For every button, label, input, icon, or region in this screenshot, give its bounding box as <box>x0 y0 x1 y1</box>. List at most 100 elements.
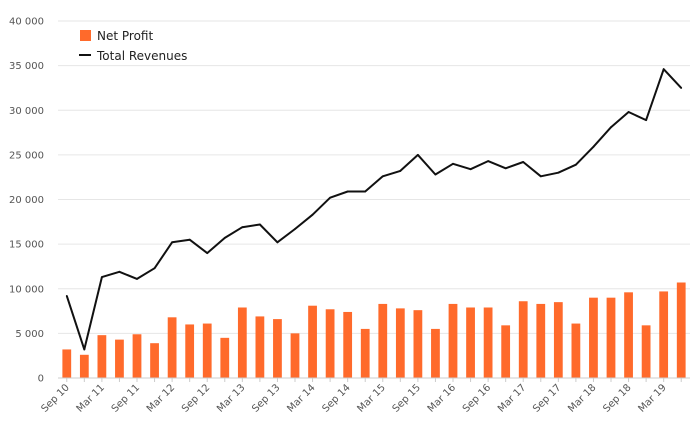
total-revenues-point <box>487 160 490 163</box>
total-revenues-point <box>364 190 367 193</box>
net-profit-bar <box>518 301 528 378</box>
total-revenues-point <box>276 241 279 244</box>
net-profit-bar <box>448 303 458 378</box>
legend-label-net-profit: Net Profit <box>97 29 153 43</box>
total-revenues-line <box>65 68 682 351</box>
x-tick-label: Mar 17 <box>496 382 528 414</box>
net-profit-bar <box>325 309 335 378</box>
total-revenues-point <box>610 126 612 129</box>
legend-label-total-revenues: Total Revenues <box>96 49 187 63</box>
net-profit-bar <box>237 307 247 378</box>
net-profit-bar <box>360 328 370 378</box>
net-profit-bar <box>571 323 581 378</box>
grid-layer <box>58 20 690 379</box>
net-profit-bar <box>202 323 212 378</box>
total-revenues-point <box>557 171 560 174</box>
total-revenues-point <box>118 270 121 273</box>
y-tick-label: 10 000 <box>9 284 44 295</box>
total-revenues-point <box>645 119 648 121</box>
x-tick-label: Mar 12 <box>145 382 177 414</box>
x-tick-label: Mar 14 <box>285 382 317 414</box>
x-tick-label: Sep 16 <box>461 382 493 414</box>
y-tick-label: 15 000 <box>9 240 44 251</box>
total-revenues-point <box>574 163 577 166</box>
x-tick-label: Mar 18 <box>566 382 598 414</box>
y-tick-label: 20 000 <box>9 195 44 206</box>
net-profit-bar <box>413 310 423 378</box>
x-tick-label: Sep 15 <box>391 382 423 414</box>
total-revenues-point <box>627 111 630 113</box>
total-revenues-point <box>434 173 437 176</box>
net-profit-bar <box>431 328 440 378</box>
net-profit-bar <box>553 302 563 378</box>
total-revenues-line-layer <box>65 68 683 351</box>
x-tick-label: Sep 12 <box>180 382 212 414</box>
y-tick-label: 0 <box>38 374 44 385</box>
net-profit-bar <box>97 335 107 378</box>
x-tick-label: Mar 11 <box>75 382 107 414</box>
x-tick-label: Mar 16 <box>426 382 458 414</box>
net-profit-bar <box>185 324 195 378</box>
x-tick-label: Sep 10 <box>40 382 72 414</box>
x-tick-label: Mar 15 <box>356 382 388 414</box>
y-tick-label: 25 000 <box>9 150 44 161</box>
net-profit-bar <box>624 292 633 378</box>
total-revenues-point <box>452 162 454 165</box>
net-profit-bar <box>62 349 72 378</box>
net-profit-bar <box>343 311 353 378</box>
x-tick-label: Sep 13 <box>250 382 282 414</box>
total-revenues-point <box>136 278 138 280</box>
total-revenues-point <box>258 223 261 226</box>
total-revenues-point <box>241 226 244 229</box>
net-profit-bar <box>167 317 177 378</box>
y-tick-label: 30 000 <box>9 106 44 117</box>
total-revenues-point <box>346 190 349 193</box>
y-tick-label: 5 000 <box>15 329 44 340</box>
total-revenues-point <box>100 276 103 279</box>
total-revenues-point <box>206 252 209 254</box>
net-profit-bars <box>62 282 686 378</box>
net-profit-bar <box>132 334 142 378</box>
total-revenues-point <box>504 167 507 170</box>
total-revenues-point <box>662 68 665 71</box>
total-revenues-point <box>83 348 86 351</box>
total-revenues-point <box>592 145 595 148</box>
net-profit-bar <box>395 308 405 378</box>
x-tick-label: Mar 19 <box>636 382 668 414</box>
net-profit-bar <box>308 305 317 378</box>
net-profit-bar <box>290 333 300 378</box>
net-profit-bar <box>641 325 651 378</box>
net-profit-bar <box>606 297 616 378</box>
total-revenues-point <box>381 175 384 178</box>
x-tick-label: Sep 11 <box>110 382 142 414</box>
net-profit-bar <box>676 282 686 378</box>
total-revenues-point <box>311 213 314 216</box>
total-revenues-point <box>539 175 542 178</box>
total-revenues-point <box>522 161 525 163</box>
y-tick-label: 40 000 <box>9 17 44 28</box>
x-tick-label: Sep 14 <box>320 382 352 414</box>
net-profit-bar <box>589 297 598 378</box>
y-axis-labels: 0 5 000 10 000 15 000 20 000 25 000 30 000 35 0… <box>9 17 44 385</box>
net-profit-bar <box>273 319 282 378</box>
total-revenues-point <box>416 153 419 156</box>
net-profit-bar <box>659 291 669 378</box>
net-profit-bar <box>466 307 475 378</box>
total-revenues-point <box>399 170 402 172</box>
x-tick-label: Sep 17 <box>531 382 563 414</box>
net-profit-bar <box>501 325 511 378</box>
net-profit-bar <box>536 303 546 378</box>
x-axis: Sep 10 Mar 11 Sep 11 Mar 12 Sep 12 Mar 13 Sep … <box>40 377 690 415</box>
net-profit-bar <box>79 354 89 378</box>
x-tick-label: Sep 18 <box>601 382 633 414</box>
total-revenues-point <box>171 241 174 244</box>
net-profit-bar <box>220 337 230 378</box>
net-profit-bar <box>150 343 159 378</box>
total-revenues-point <box>65 294 68 297</box>
total-revenues-point <box>223 236 226 239</box>
x-tick-label: Mar 13 <box>215 382 247 414</box>
y-tick-label: 35 000 <box>9 61 44 72</box>
total-revenues-point <box>153 267 156 270</box>
total-revenues-point <box>294 228 296 230</box>
